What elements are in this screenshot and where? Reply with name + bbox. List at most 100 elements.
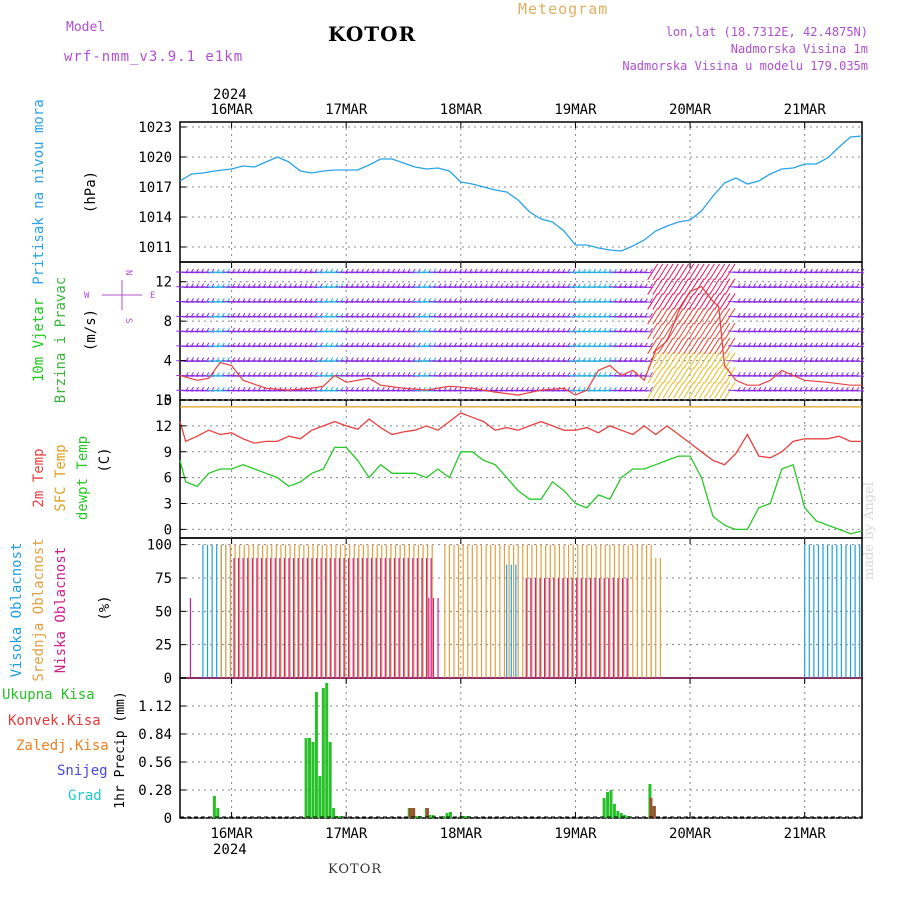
wind-barb-flag: [552, 283, 555, 287]
wind-barb-flag: [577, 357, 581, 361]
wind-barb-flag: [216, 283, 220, 287]
wind-barb-flag: [583, 312, 586, 317]
wind-barb-strong: [688, 263, 700, 281]
station-title: KOTOR: [328, 22, 417, 46]
wind-barb-flag: [412, 283, 416, 287]
wind-barb-flag: [789, 357, 793, 361]
wind-barb-flag: [619, 283, 622, 287]
wind-barb-flag: [613, 372, 617, 376]
wind-barb-flag: [851, 298, 855, 302]
cloud-panel-frame: [179, 537, 863, 679]
wind-barb-flag: [789, 386, 793, 391]
wind-barb-flag: [541, 312, 545, 317]
wind-barb-flag: [216, 342, 220, 347]
wind-barb-flag: [753, 268, 757, 273]
wind-barb-strong: [662, 367, 674, 384]
wind-barb-flag: [454, 298, 457, 302]
wind-barb-flag: [577, 283, 581, 287]
wind-barb-strong: [703, 263, 715, 281]
wind-barb-flag: [227, 386, 230, 391]
wind-barb-flag: [799, 268, 803, 273]
wind-barb-flag: [490, 298, 494, 302]
wind-barb-flag: [294, 312, 298, 317]
wind-barb-flag: [232, 283, 236, 287]
wind-barb-flag: [206, 312, 210, 317]
wind-barb-strong: [719, 381, 731, 399]
wind-barb-flag: [758, 342, 762, 347]
wind-barb-flag: [376, 386, 380, 391]
wind-barb-flag: [216, 357, 220, 361]
precip-bar: [311, 742, 315, 818]
wind-barb-strong: [714, 263, 726, 281]
y-tick-label: 1023: [138, 120, 172, 136]
wind-barb-flag: [361, 283, 365, 287]
wind-barb-flag: [505, 298, 509, 302]
wind-barb-flag: [768, 283, 772, 287]
wind-barb-strong: [709, 293, 721, 310]
wind-barb-flag: [438, 327, 442, 332]
wind-barb-flag: [515, 283, 519, 287]
wind-barb-flag: [185, 372, 189, 376]
wind-barb-flag: [206, 357, 210, 361]
wind-barb-flag: [572, 342, 576, 347]
wind-barb-strong: [657, 367, 669, 384]
precip-bar: [308, 738, 312, 818]
wind-barb-flag: [840, 312, 844, 317]
wind-barb-flag: [221, 268, 225, 273]
wind-barb-flag: [232, 312, 236, 317]
grid-layer: [180, 122, 862, 819]
wind-barb-flag: [273, 283, 277, 287]
wind-barb-flag: [851, 327, 855, 332]
wind-barb-flag: [289, 327, 292, 332]
wind-barb-flag: [773, 268, 777, 273]
wind-barb-flag: [361, 268, 365, 273]
wind-barb-flag: [485, 357, 488, 361]
wind-barb-flag: [221, 342, 225, 347]
wind-barb-flag: [608, 357, 612, 361]
wind-barb-flag: [624, 268, 628, 273]
wind-barb-flag: [742, 357, 746, 361]
wind-barb-flag: [784, 386, 788, 391]
wind-barb-flag: [237, 283, 241, 287]
wind-barb-strong: [647, 367, 659, 384]
wind-barb-flag: [356, 298, 359, 302]
wind-barb-flag: [356, 386, 359, 391]
wind-barb-flag: [459, 327, 463, 332]
wind-barb-flag: [588, 386, 592, 391]
wind-barb-strong: [683, 352, 695, 369]
wind-barb-flag: [350, 283, 354, 287]
wind-barb-flag: [583, 357, 586, 361]
wind-barb-flag: [448, 357, 452, 361]
wind-barb-flag: [283, 327, 287, 332]
wind-barb-strong: [678, 278, 690, 295]
wind-barb-strong: [719, 352, 731, 369]
wind-barb-flag: [856, 357, 860, 361]
wind-barb-flag: [201, 298, 205, 302]
wind-barb-flag: [830, 298, 834, 302]
wind-barb-flag: [583, 283, 586, 287]
wind-barb-flag: [350, 386, 354, 391]
wind-barb-flag: [784, 327, 788, 332]
wind-barb-strong: [678, 367, 690, 384]
wind-barb-flag: [650, 268, 653, 273]
wind-barb-flag: [608, 312, 612, 317]
wind-barb-flag: [376, 298, 380, 302]
wind-barb-flag: [588, 342, 592, 347]
wind-barb-flag: [242, 327, 246, 332]
wind-barb-flag: [861, 298, 865, 302]
wind-barb: [640, 315, 653, 318]
wind-barb-strong: [709, 322, 721, 340]
wind-barb-flag: [779, 372, 782, 376]
wind-barb-flag: [191, 312, 194, 317]
wind-barb-flag: [361, 312, 365, 317]
wind-barb-flag: [371, 372, 375, 376]
wind-barb-flag: [629, 268, 633, 273]
bottom-date-label: 21MAR: [784, 826, 827, 842]
wind-barb-flag: [258, 283, 261, 287]
wind-barb-flag: [196, 283, 200, 287]
wind-barb-flag: [319, 312, 323, 317]
wind-barb-flag: [376, 268, 380, 273]
wind-speed-line: [179, 285, 862, 396]
wind-barb-flag: [753, 386, 757, 391]
wind-barb-flag: [423, 357, 426, 361]
